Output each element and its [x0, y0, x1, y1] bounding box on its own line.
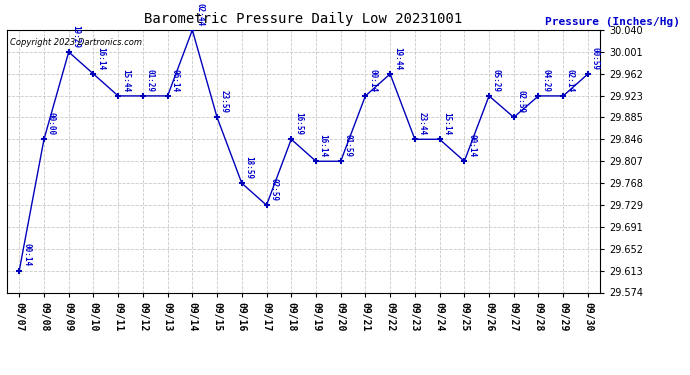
Text: Pressure (Inches/Hg): Pressure (Inches/Hg) — [544, 17, 680, 27]
Text: 00:14: 00:14 — [467, 134, 476, 157]
Text: 00:14: 00:14 — [368, 69, 377, 92]
Text: 16:59: 16:59 — [294, 112, 303, 135]
Text: 15:44: 15:44 — [121, 69, 130, 92]
Title: Barometric Pressure Daily Low 20231001: Barometric Pressure Daily Low 20231001 — [144, 12, 463, 26]
Text: 00:14: 00:14 — [22, 243, 31, 266]
Text: 02:59: 02:59 — [269, 178, 278, 201]
Text: 01:29: 01:29 — [146, 69, 155, 92]
Text: 04:29: 04:29 — [541, 69, 550, 92]
Text: 18:59: 18:59 — [244, 156, 253, 179]
Text: 15:14: 15:14 — [442, 112, 451, 135]
Text: Copyright 2023 Dartronics.com: Copyright 2023 Dartronics.com — [10, 38, 142, 47]
Text: 16:14: 16:14 — [319, 134, 328, 157]
Text: 01:59: 01:59 — [344, 134, 353, 157]
Text: 19:29: 19:29 — [72, 25, 81, 48]
Text: 06:14: 06:14 — [170, 69, 179, 92]
Text: 02:59: 02:59 — [517, 90, 526, 113]
Text: 00:00: 00:00 — [47, 112, 56, 135]
Text: 16:14: 16:14 — [96, 46, 105, 70]
Text: 05:29: 05:29 — [492, 69, 501, 92]
Text: 02:44: 02:44 — [195, 3, 204, 26]
Text: 23:44: 23:44 — [417, 112, 426, 135]
Text: 19:44: 19:44 — [393, 46, 402, 70]
Text: 23:59: 23:59 — [220, 90, 229, 113]
Text: 02:14: 02:14 — [566, 69, 575, 92]
Text: 00:59: 00:59 — [591, 46, 600, 70]
